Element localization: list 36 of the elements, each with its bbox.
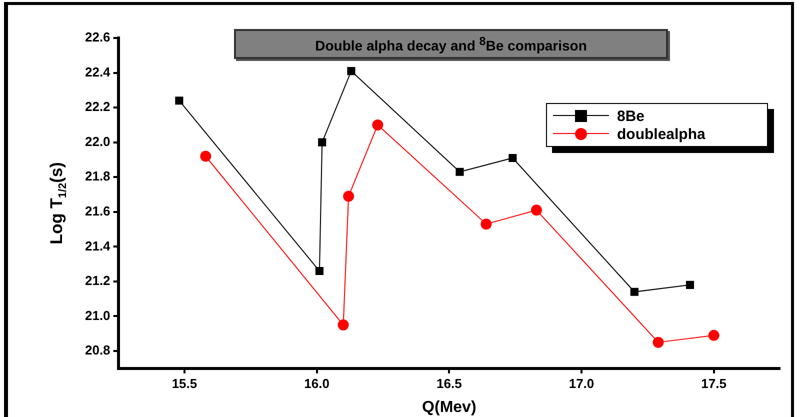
y-tick-label: 21.8 <box>84 168 110 184</box>
x-axis-title: Q(Mev) <box>422 399 476 416</box>
point <box>347 67 356 76</box>
legend-label: doublealpha <box>617 126 706 142</box>
y-axis-title: Log T1/2(s) <box>47 162 69 244</box>
point <box>708 330 720 341</box>
point <box>652 336 664 348</box>
y-tick-label: 21.4 <box>84 238 112 254</box>
x-tick-label: 17.0 <box>568 376 594 391</box>
point <box>343 190 354 202</box>
point <box>508 154 517 162</box>
point <box>530 204 542 216</box>
y-tick-label: 22.6 <box>84 30 110 45</box>
legend-label: 8Be <box>617 108 645 124</box>
x-tick-label: 16.5 <box>436 376 462 391</box>
point <box>315 266 324 276</box>
y-tick-label: 22.2 <box>84 99 110 114</box>
y-tick-label: 21.0 <box>84 308 110 323</box>
point <box>200 150 212 162</box>
y-tick-label: 22.4 <box>84 64 112 80</box>
point <box>630 288 638 296</box>
point <box>175 96 184 105</box>
point <box>456 168 464 176</box>
x-tick-label: 17.5 <box>701 376 726 391</box>
x-tick-label: 16.0 <box>304 376 330 391</box>
point <box>686 280 694 289</box>
y-tick-label: 21.6 <box>84 203 110 218</box>
y-tick-label: 20.8 <box>84 342 110 358</box>
y-tick-label: 21.2 <box>84 273 110 288</box>
point <box>318 138 326 146</box>
point <box>372 119 384 130</box>
point <box>480 218 492 230</box>
x-tick-label: 15.5 <box>172 376 198 391</box>
point <box>338 319 349 330</box>
y-tick-label: 22.0 <box>84 134 110 149</box>
chart-title: Double alpha decay and $^{8}$Be comparison <box>315 34 587 54</box>
